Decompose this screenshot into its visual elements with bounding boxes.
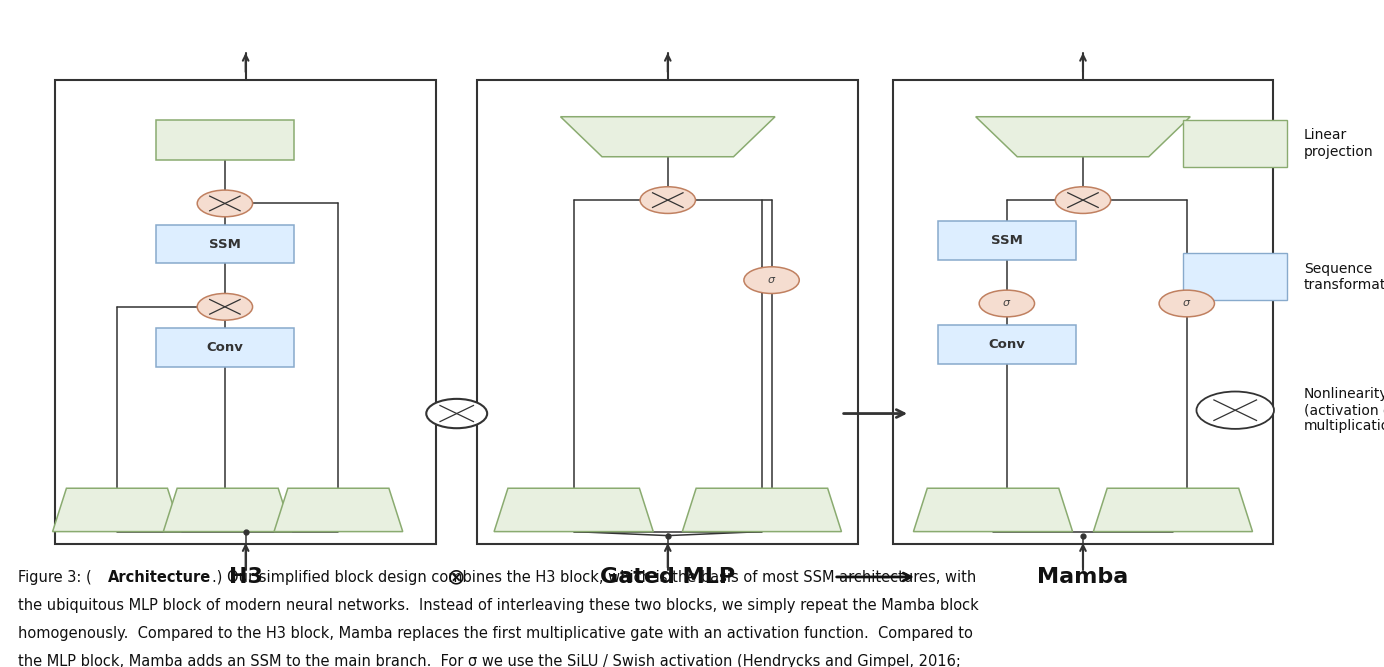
Circle shape (426, 399, 487, 428)
Polygon shape (274, 488, 403, 532)
Polygon shape (1093, 488, 1253, 532)
FancyBboxPatch shape (937, 221, 1075, 260)
Text: Mamba: Mamba (1038, 567, 1128, 587)
Text: .) Our simplified block design combines the H3 block, which is the basis of most: .) Our simplified block design combines … (212, 570, 976, 585)
FancyBboxPatch shape (55, 80, 436, 544)
Text: $\sigma$: $\sigma$ (1002, 299, 1012, 308)
Circle shape (1055, 187, 1110, 213)
Text: Linear
projection: Linear projection (1304, 128, 1373, 159)
Text: Figure 3: (: Figure 3: ( (18, 570, 91, 585)
Text: Gated MLP: Gated MLP (601, 567, 735, 587)
Polygon shape (561, 117, 775, 157)
Text: homogenously.  Compared to the H3 block, Mamba replaces the first multiplicative: homogenously. Compared to the H3 block, … (18, 626, 973, 641)
Polygon shape (682, 488, 841, 532)
Text: Nonlinearity
(activation or
multiplication): Nonlinearity (activation or multiplicati… (1304, 387, 1384, 434)
FancyBboxPatch shape (155, 328, 293, 367)
Circle shape (745, 267, 800, 293)
Circle shape (978, 290, 1034, 317)
Circle shape (1196, 392, 1273, 429)
Polygon shape (163, 488, 292, 532)
Text: $\sigma$: $\sigma$ (767, 275, 776, 285)
Text: $\sigma$: $\sigma$ (1182, 299, 1192, 308)
Polygon shape (913, 488, 1073, 532)
Text: Conv: Conv (206, 341, 244, 354)
Text: SSM: SSM (991, 234, 1023, 247)
Circle shape (197, 293, 252, 320)
Polygon shape (976, 117, 1190, 157)
Text: the MLP block, Mamba adds an SSM to the main branch.  For σ we use the SiLU / Sw: the MLP block, Mamba adds an SSM to the … (18, 654, 960, 667)
FancyBboxPatch shape (893, 80, 1273, 544)
Polygon shape (494, 488, 653, 532)
FancyBboxPatch shape (1183, 253, 1287, 300)
Text: Sequence
transformation: Sequence transformation (1304, 261, 1384, 292)
Circle shape (639, 187, 695, 213)
Text: Conv: Conv (988, 338, 1026, 351)
FancyBboxPatch shape (937, 325, 1075, 364)
FancyBboxPatch shape (155, 120, 293, 160)
Circle shape (197, 190, 252, 217)
Polygon shape (53, 488, 181, 532)
Text: the ubiquitous MLP block of modern neural networks.  Instead of interleaving the: the ubiquitous MLP block of modern neura… (18, 598, 978, 613)
Circle shape (1158, 290, 1215, 317)
FancyBboxPatch shape (155, 225, 293, 263)
FancyBboxPatch shape (477, 80, 858, 544)
Text: H3: H3 (228, 567, 263, 587)
Text: Architecture: Architecture (108, 570, 212, 585)
FancyBboxPatch shape (1183, 120, 1287, 167)
Text: SSM: SSM (209, 237, 241, 251)
Text: ⊗: ⊗ (447, 567, 466, 587)
